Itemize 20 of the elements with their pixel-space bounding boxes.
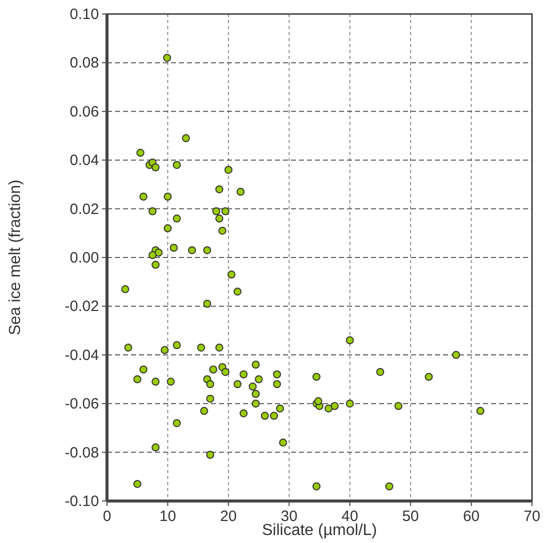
y-axis-title: Sea ice melt (fraction) <box>7 180 24 336</box>
y-tick-label: -0.10 <box>64 493 99 510</box>
x-tick-label: 70 <box>524 508 540 525</box>
y-tick-label: -0.04 <box>64 346 99 364</box>
y-tick-label: 0.04 <box>70 152 99 170</box>
x-tick-label: 60 <box>462 508 480 525</box>
y-tick-label: -0.02 <box>64 298 99 316</box>
y-tick-label: -0.06 <box>64 396 99 413</box>
x-tick-label: 50 <box>402 508 419 525</box>
y-tick-label: 0.06 <box>70 103 99 120</box>
x-axis-title: Silicate (µmol/L) <box>262 522 378 539</box>
y-tick-label: 0.02 <box>70 200 99 218</box>
y-tick-label: 0.08 <box>70 54 99 72</box>
x-tick-label: 20 <box>220 508 237 525</box>
x-tick-label: 10 <box>159 508 176 525</box>
y-tick-label: 0.10 <box>70 6 99 23</box>
y-tick-label: 0.00 <box>70 250 99 266</box>
x-tick-label: 40 <box>342 508 358 525</box>
y-tick-label: -0.08 <box>64 444 99 462</box>
x-tick-label: 0 <box>102 508 112 525</box>
